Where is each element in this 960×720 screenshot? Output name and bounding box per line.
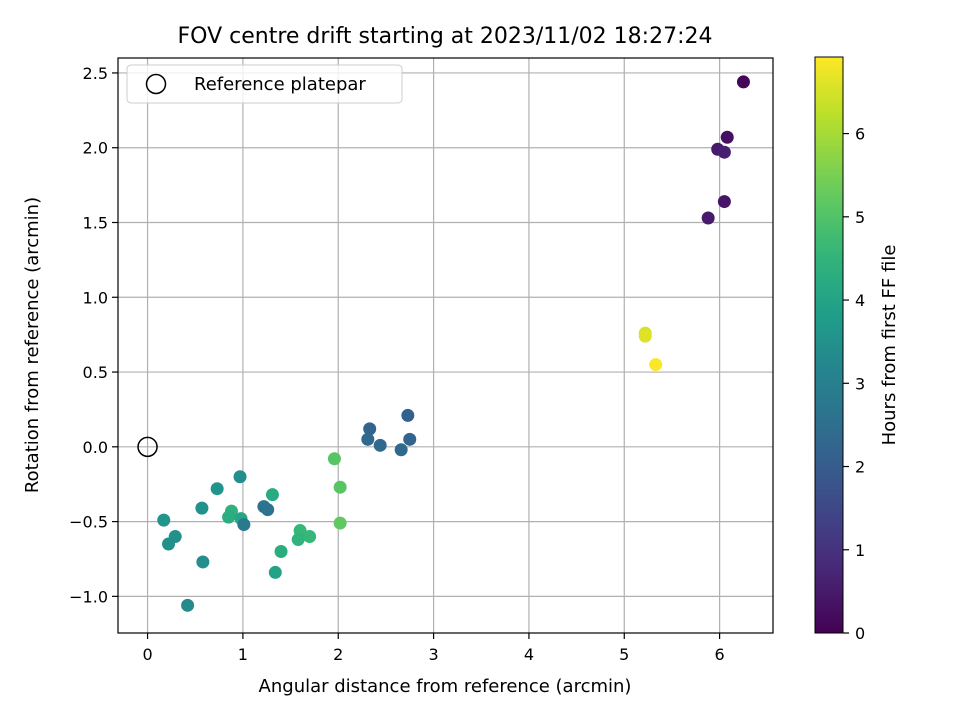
scatter-point: [717, 195, 731, 209]
colorbar-tick-label: 6: [855, 125, 865, 144]
scatter-point: [736, 75, 750, 89]
scatter-point: [210, 482, 224, 496]
y-tick-label: 1.5: [83, 213, 108, 232]
x-tick-label: 0: [142, 645, 152, 664]
x-tick-label: 6: [715, 645, 725, 664]
colorbar-title: Hours from first FF file: [879, 245, 900, 446]
x-tick-label: 3: [428, 645, 438, 664]
scatter-point: [649, 358, 663, 372]
scatter-point: [327, 452, 341, 466]
scatter-point: [291, 533, 305, 547]
scatter-point: [196, 555, 210, 569]
scatter-point: [261, 503, 275, 517]
scatter-point: [361, 432, 375, 446]
x-tick-label: 4: [524, 645, 534, 664]
scatter-point: [265, 488, 279, 502]
scatter-point: [181, 598, 195, 612]
scatter-point: [394, 443, 408, 457]
x-axis-ticks: 0 1 2 3 4 5 6: [142, 633, 725, 664]
y-tick-label: −1.0: [69, 587, 108, 606]
x-tick-label: 5: [619, 645, 629, 664]
y-tick-label: −0.5: [69, 513, 108, 532]
scatter-point: [157, 513, 171, 527]
colorbar-tick-label: 2: [855, 458, 865, 477]
legend-label-reference: Reference platepar: [194, 74, 366, 95]
scatter-point: [237, 518, 251, 532]
scatter-point: [222, 510, 236, 524]
scatter-point: [303, 530, 317, 544]
scatter-point: [274, 544, 288, 558]
chart-title: FOV centre drift starting at 2023/11/02 …: [178, 24, 713, 49]
x-tick-label: 2: [333, 645, 343, 664]
scatter-point: [720, 130, 734, 144]
scatter-point: [233, 470, 247, 484]
y-tick-label: 0.5: [83, 363, 108, 382]
scatter-point: [195, 501, 209, 515]
scatter-point: [638, 329, 652, 343]
colorbar-tick-label: 3: [855, 374, 865, 393]
scatter-point: [363, 422, 377, 436]
scatter-point: [333, 516, 347, 530]
reference-platepar-marker: [137, 436, 158, 458]
legend-box: [126, 64, 403, 104]
scatter-point: [268, 565, 282, 579]
colorbar-tick-label: 1: [855, 541, 865, 560]
colorbar: [814, 56, 844, 634]
x-tick-label: 1: [238, 645, 248, 664]
y-tick-label: 0.0: [83, 438, 108, 457]
scatter-point: [162, 537, 176, 551]
scatter-point: [333, 480, 347, 494]
y-axis-title: Rotation from reference (arcmin): [22, 197, 43, 493]
scatter-point: [373, 438, 387, 452]
scatter-point: [401, 408, 415, 422]
y-tick-label: 1.0: [83, 288, 108, 307]
legend: Reference platepar: [126, 64, 403, 104]
y-tick-label: 2.5: [83, 64, 108, 83]
plot-frame: [117, 57, 774, 634]
x-axis-title: Angular distance from reference (arcmin): [259, 676, 632, 697]
colorbar-tick-label: 5: [855, 208, 865, 227]
scatter-point: [701, 211, 715, 225]
scatter-point: [717, 145, 731, 159]
colorbar-ticks: 0 1 2 3 4 5 6: [843, 125, 865, 643]
y-axis-ticks: −1.0 −0.5 0.0 0.5 1.0 1.5 2.0 2.5: [69, 64, 118, 606]
colorbar-tick-label: 0: [855, 624, 865, 643]
colorbar-tick-label: 4: [855, 291, 865, 310]
legend-marker-reference: [145, 73, 167, 95]
scatter-point: [403, 432, 417, 446]
y-tick-label: 2.0: [83, 139, 108, 158]
data-points: [137, 75, 750, 612]
